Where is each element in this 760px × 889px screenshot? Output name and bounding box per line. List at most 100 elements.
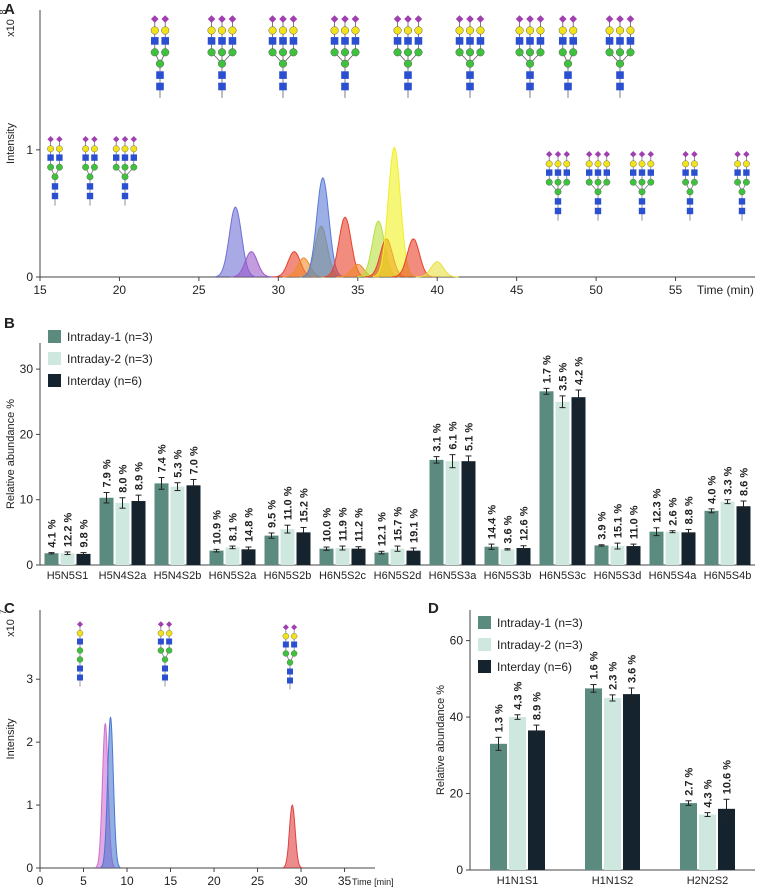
error-bar	[520, 545, 527, 551]
x-tick-label: H6N5S2a	[209, 570, 258, 582]
glycan-man	[51, 173, 59, 181]
cv-label: 10.6 %	[722, 760, 734, 794]
error-bar	[514, 714, 521, 720]
cv-label: 15.1 %	[613, 504, 625, 538]
legend-swatch	[478, 638, 491, 651]
y-tick-label: 10	[20, 493, 34, 507]
glycan-glcnac	[466, 37, 474, 45]
x-tick-label: 20	[207, 874, 221, 888]
glycan-gal	[76, 630, 84, 637]
glycan-glcnac	[686, 198, 694, 205]
glycan-icon	[682, 151, 698, 221]
glycan-man	[165, 647, 173, 654]
error-bar	[708, 508, 715, 514]
glycan-icon	[558, 15, 578, 98]
glycan-sialic	[279, 15, 287, 23]
cv-label: 1.6 %	[589, 651, 601, 679]
glycan-man	[217, 48, 227, 57]
glycan-glcnac	[605, 37, 614, 45]
glycan-glcnac	[536, 37, 545, 45]
glycan-sialic	[626, 15, 635, 23]
bar	[374, 552, 389, 565]
glycan-gal	[734, 160, 741, 168]
x-tick-label: H1N1S2	[592, 875, 634, 887]
glycan-glcnac	[162, 665, 168, 672]
glycan-glcnac	[626, 37, 635, 45]
cv-label: 8.8 %	[684, 496, 696, 524]
bar	[571, 397, 586, 565]
error-bar	[465, 455, 472, 467]
glycan-glcnac	[47, 154, 54, 161]
glycan-man	[340, 59, 350, 68]
cv-label: 8.9 %	[134, 462, 146, 490]
bar	[115, 502, 130, 565]
bar	[445, 461, 460, 565]
glycan-glcnac	[466, 82, 474, 91]
glycan-sialic	[166, 621, 173, 628]
y-tick-label: 1	[26, 798, 33, 812]
bar	[720, 501, 735, 565]
bar	[225, 547, 240, 565]
glycan-sialic	[282, 624, 289, 631]
glycan-gal	[290, 633, 298, 640]
cv-label: 8.9 %	[532, 692, 544, 720]
glycan-man	[228, 48, 237, 57]
glycan-gal	[615, 26, 625, 35]
glycan-sialic	[603, 151, 610, 158]
x-tick-label: H5N5S1	[47, 570, 89, 582]
glycan-icon	[515, 15, 545, 98]
error-bar	[559, 395, 566, 409]
glycan-gal	[536, 26, 545, 35]
error-bar	[685, 528, 692, 536]
glycan-sialic	[569, 15, 578, 23]
cv-label: 11.9 %	[338, 507, 350, 541]
cv-label: 4.2 %	[574, 357, 586, 385]
error-bar	[103, 492, 110, 504]
panel-letter: B	[4, 315, 15, 332]
error-bar	[630, 543, 637, 549]
glycan-gal	[56, 145, 63, 153]
glycan-man	[691, 178, 698, 186]
error-bar	[598, 544, 605, 547]
cv-label: 15.2 %	[299, 488, 311, 522]
glycan-glcnac	[287, 677, 293, 684]
glycan-glcnac	[330, 37, 339, 45]
glycan-glcnac	[51, 183, 59, 190]
glycan-gal	[554, 160, 562, 168]
glycan-glcnac	[554, 169, 562, 176]
cv-label: 7.0 %	[189, 446, 201, 474]
glycan-icon	[268, 15, 298, 98]
y-tick-label: 20	[20, 427, 34, 441]
glycan-gal	[594, 160, 602, 168]
glycan-icon	[455, 15, 485, 98]
bar	[539, 391, 554, 565]
bar	[461, 461, 476, 565]
cv-label: 1.3 %	[494, 704, 506, 732]
cv-label: 15.7 %	[393, 507, 405, 541]
glycan-gal	[569, 26, 578, 35]
glycan-glcnac	[563, 169, 570, 176]
error-bar	[653, 527, 660, 537]
bar	[76, 553, 91, 565]
glycan-glcnac	[647, 169, 654, 176]
glycan-gal	[112, 145, 120, 153]
glycan-man	[465, 48, 475, 57]
glycan-sialic	[393, 15, 402, 23]
error-bar	[355, 546, 362, 552]
glycan-glcnac	[616, 37, 624, 45]
glycan-gal	[217, 26, 227, 35]
glycan-sialic	[47, 136, 54, 143]
glycan-man	[476, 48, 485, 57]
bar	[604, 697, 621, 870]
error-bar	[504, 548, 511, 551]
bar	[241, 549, 256, 565]
cv-label: 12.6 %	[519, 506, 531, 540]
glycan-glcnac	[554, 207, 562, 215]
glycan-glcnac	[616, 71, 624, 79]
y-tick-label: 30	[20, 362, 34, 376]
bar	[154, 483, 169, 565]
glycan-man	[554, 188, 562, 196]
x-tick-label: H6N5S3a	[429, 570, 478, 582]
glycan-man	[536, 48, 545, 57]
error-bar	[245, 546, 252, 553]
